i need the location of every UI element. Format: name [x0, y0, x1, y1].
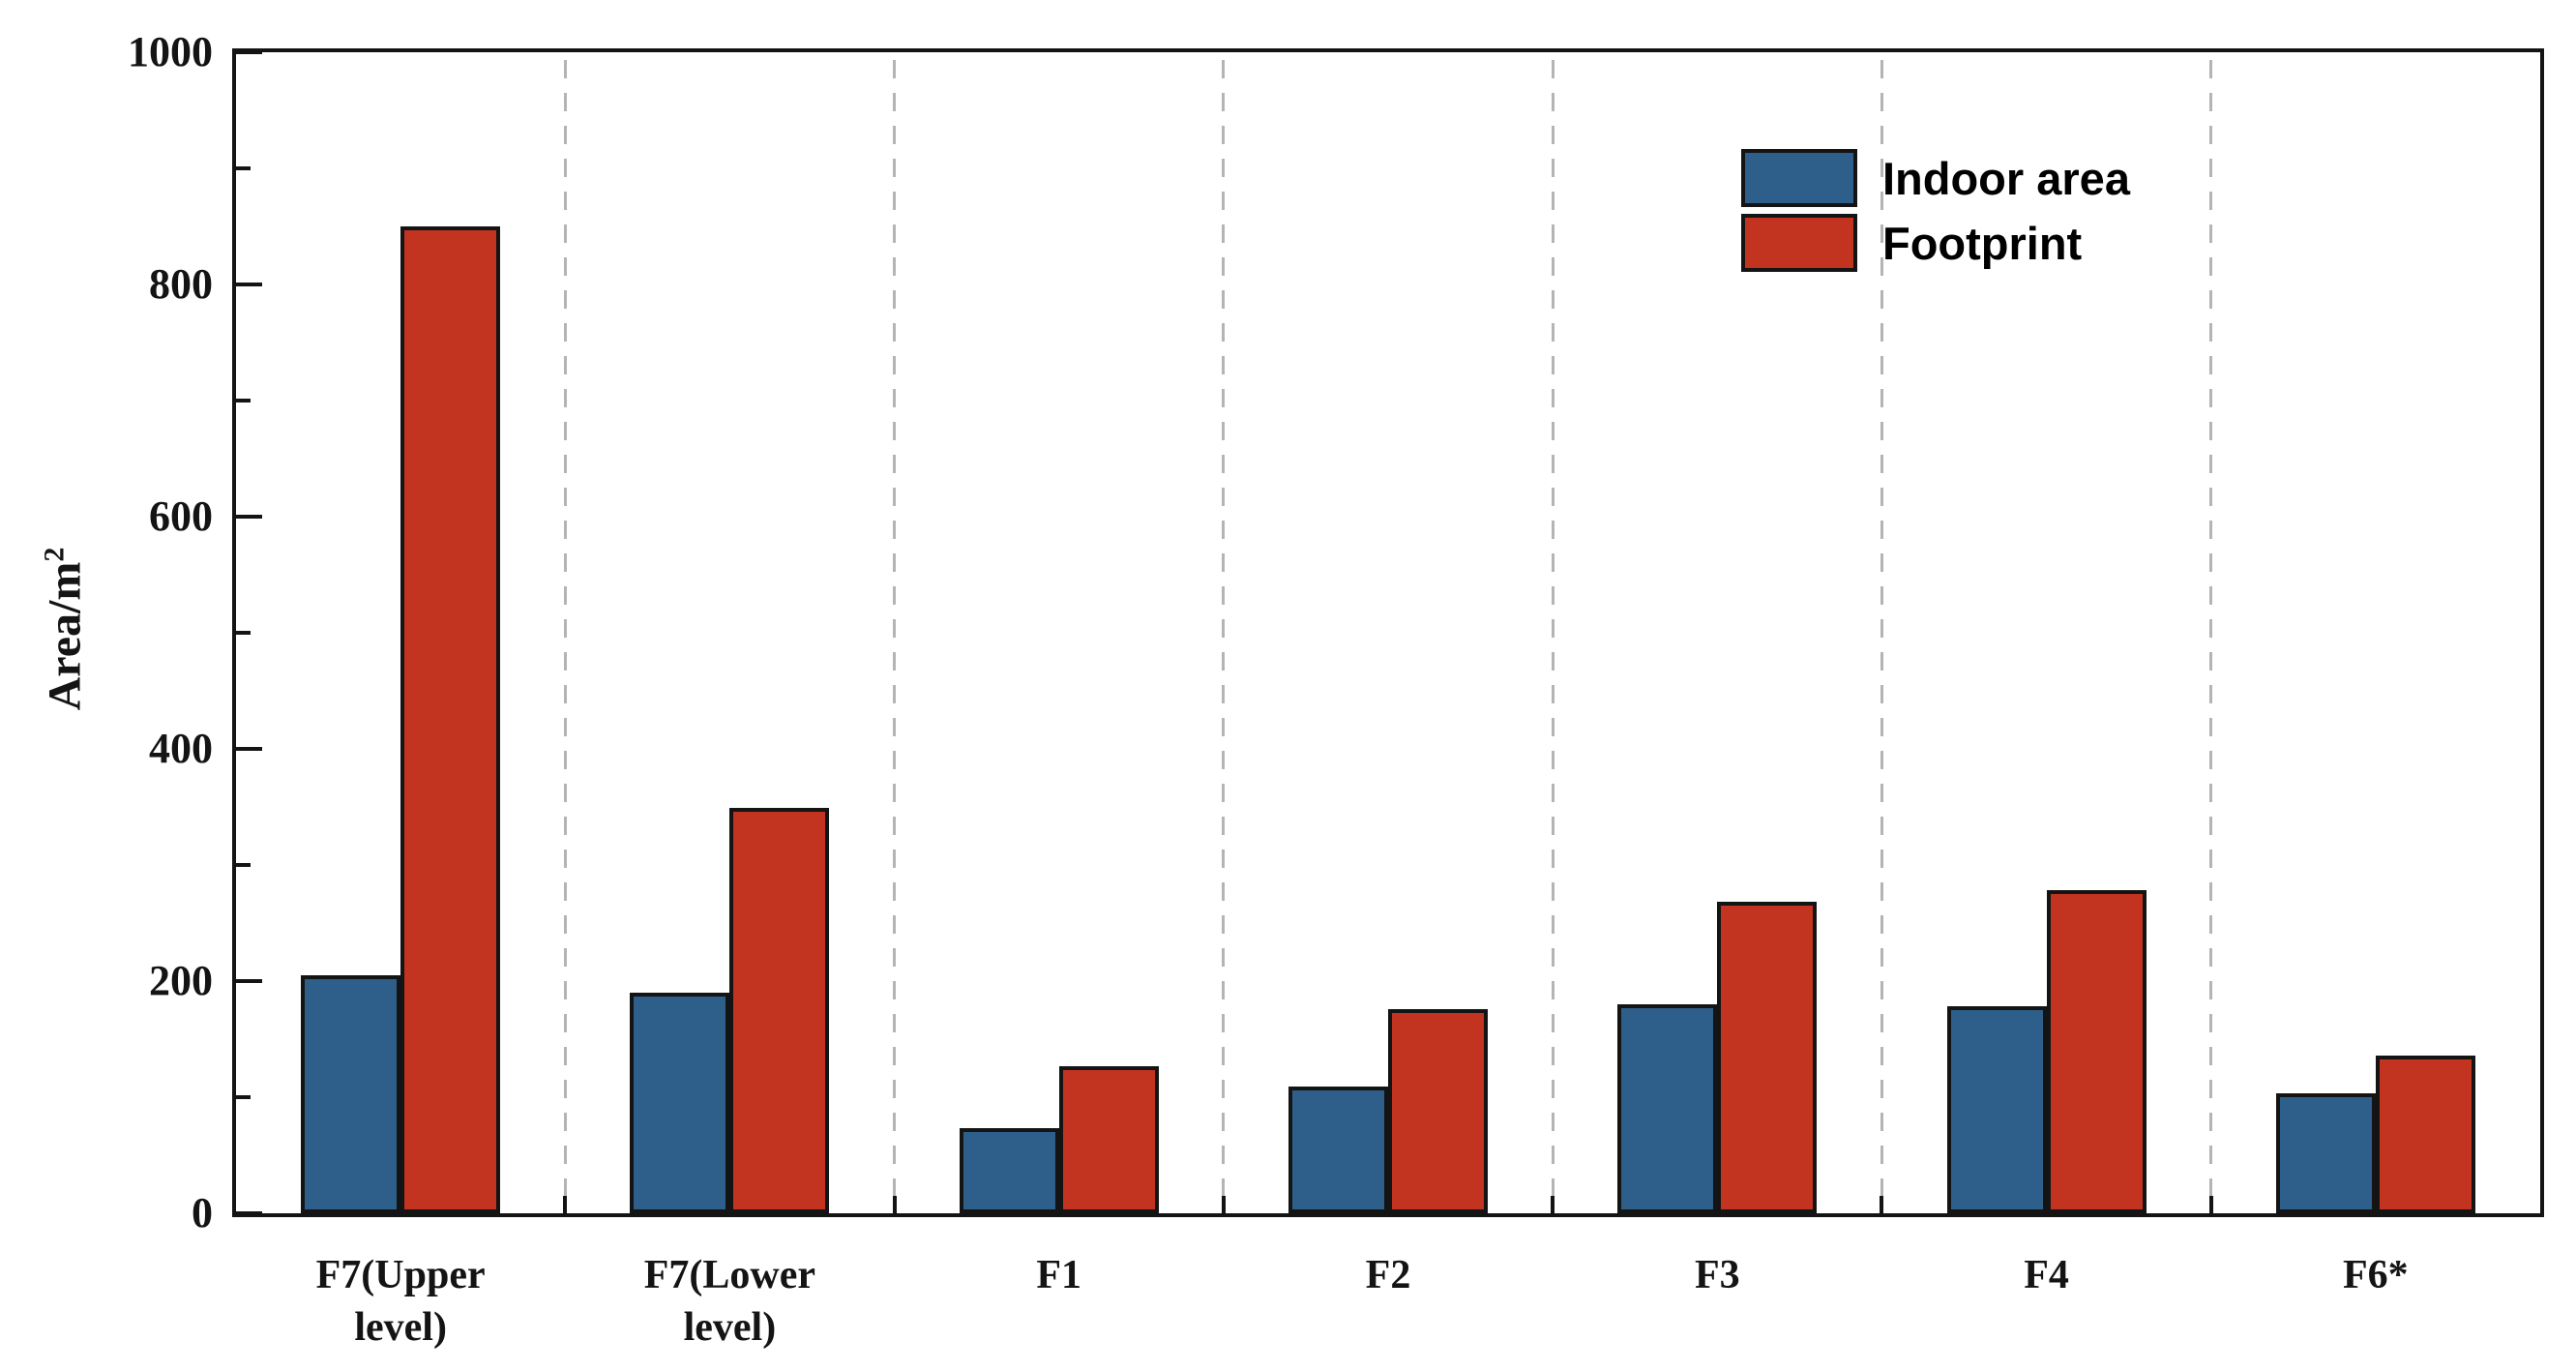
legend-label: Indoor area [1882, 152, 2130, 204]
y-axis-tick-label: 200 [149, 957, 213, 1004]
x-category-label: F6* [2343, 1253, 2409, 1297]
bar-footprint [1717, 902, 1818, 1213]
x-axis-tick [892, 1196, 897, 1213]
legend-entry: Footprint [1741, 214, 2130, 272]
bar-indoor-area [630, 993, 730, 1213]
y-axis-minor-tick [236, 631, 251, 635]
y-axis-minor-tick [236, 399, 251, 402]
legend-swatch [1741, 214, 1857, 272]
y-axis-major-tick [236, 50, 262, 54]
bar-indoor-area [959, 1128, 1059, 1213]
x-category-label: F1 [1036, 1253, 1082, 1297]
bar-indoor-area [301, 975, 401, 1213]
bar-footprint [729, 808, 830, 1213]
y-axis-major-tick [236, 283, 262, 286]
y-axis-tick-label: 600 [149, 492, 213, 540]
bar-indoor-area [2275, 1093, 2376, 1213]
y-axis-tick-label: 1000 [128, 28, 213, 75]
legend-swatch [1741, 149, 1857, 207]
y-axis-title-superscript: 2 [38, 547, 71, 562]
x-category-label: F7(Upper level) [315, 1253, 486, 1350]
legend-entry: Indoor area [1741, 149, 2130, 207]
x-axis-tick [1551, 1196, 1555, 1213]
x-category-label: F2 [1365, 1253, 1411, 1297]
bar-indoor-area [1617, 1004, 1718, 1213]
bar-footprint [2046, 890, 2147, 1213]
y-axis-minor-tick [236, 166, 251, 170]
bar-footprint [1058, 1066, 1159, 1213]
bar-footprint [2375, 1056, 2475, 1213]
bar-indoor-area [1288, 1087, 1388, 1213]
y-axis-major-tick [236, 1211, 262, 1215]
category-separator-dashed-line [1551, 60, 1554, 1213]
y-axis-title-text: Area/m [39, 561, 91, 711]
category-separator-dashed-line [563, 60, 567, 1213]
y-axis-major-tick [236, 515, 262, 519]
y-axis-title: Area/m2 [39, 548, 92, 711]
x-axis-tick [1221, 1196, 1226, 1213]
y-axis-major-tick [236, 979, 262, 983]
x-category-label: F3 [1694, 1253, 1740, 1297]
category-separator-dashed-line [1880, 60, 1883, 1213]
x-category-label: F7(Lower level) [643, 1253, 816, 1350]
category-separator-dashed-line [893, 60, 897, 1213]
x-axis-tick [563, 1196, 568, 1213]
y-axis-minor-tick [236, 863, 251, 867]
legend-label: Footprint [1882, 217, 2083, 269]
bar-indoor-area [1946, 1006, 2047, 1213]
category-separator-dashed-line [1222, 60, 1226, 1213]
bar-footprint [1388, 1009, 1488, 1213]
x-axis-tick [1880, 1196, 1884, 1213]
plot-area: Indoor area Footprint [232, 48, 2544, 1217]
x-category-label: F4 [2024, 1253, 2069, 1297]
y-axis-tick-label: 0 [192, 1189, 213, 1237]
legend: Indoor area Footprint [1741, 149, 2130, 272]
y-axis-major-tick [236, 747, 262, 751]
x-axis-tick [2208, 1196, 2213, 1213]
y-axis-tick-label: 800 [149, 260, 213, 308]
y-axis-minor-tick [236, 1095, 251, 1099]
category-separator-dashed-line [2209, 60, 2213, 1213]
bar-footprint [400, 226, 501, 1213]
y-axis-tick-label: 400 [149, 725, 213, 772]
